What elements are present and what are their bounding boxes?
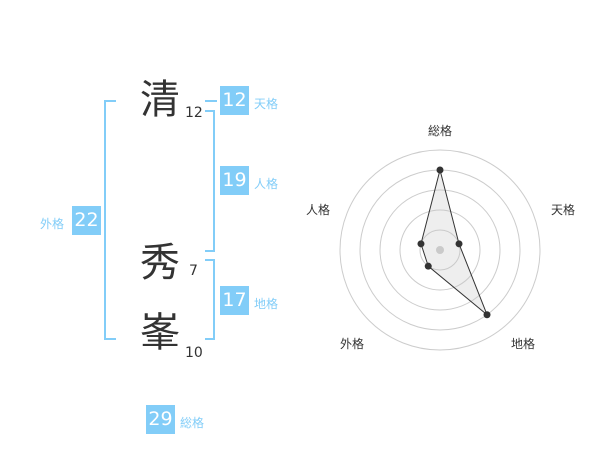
jinkaku-bracket <box>205 110 215 252</box>
radar-point-3 <box>424 262 432 270</box>
radar-ring <box>339 149 541 351</box>
name-char-1: 清 <box>140 77 180 123</box>
name-char-2: 秀 <box>140 240 180 286</box>
gaikaku-bracket <box>104 100 116 340</box>
radar-ring <box>399 209 481 291</box>
name-char-3: 峯 <box>140 310 180 356</box>
radar-ring <box>379 189 501 311</box>
tenkaku-value: 12 <box>220 86 249 115</box>
jinkaku-value: 19 <box>220 166 249 195</box>
radar-point-1 <box>455 240 463 248</box>
chikaku-bracket <box>205 259 215 340</box>
radar-point-0 <box>436 166 444 174</box>
soukaku-value: 29 <box>146 405 175 434</box>
radar-ring <box>419 229 461 271</box>
stroke-count-2: 7 <box>189 263 198 279</box>
radar-point-4 <box>417 240 425 248</box>
tenkaku-bracket <box>205 100 217 102</box>
gaikaku-value: 22 <box>72 206 101 235</box>
radar-label-tenkaku: 天格 <box>551 203 576 217</box>
radar-label-soukaku: 総格 <box>428 124 453 138</box>
tenkaku-label: 天格 <box>254 97 279 111</box>
radar-label-chikaku: 地格 <box>511 337 536 351</box>
radar-label-gaikaku: 外格 <box>340 337 365 351</box>
gaikaku-label: 外格 <box>40 217 65 231</box>
radar-area <box>420 169 488 316</box>
chikaku-value: 17 <box>220 286 249 315</box>
radar-label-jinkaku: 人格 <box>306 203 331 217</box>
soukaku-label: 総格 <box>180 416 205 430</box>
radar-point-2 <box>483 311 491 319</box>
chikaku-label: 地格 <box>254 297 279 311</box>
radar-center <box>436 246 444 254</box>
jinkaku-label: 人格 <box>254 177 279 191</box>
stroke-count-1: 12 <box>185 105 203 121</box>
stroke-count-3: 10 <box>185 345 203 361</box>
